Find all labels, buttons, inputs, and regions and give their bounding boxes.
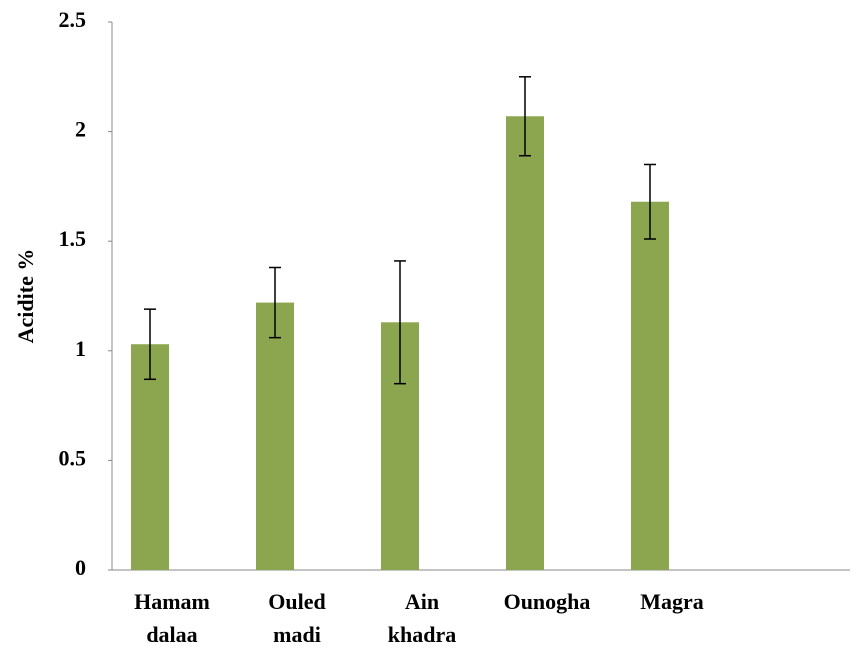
x-tick-label-line: khadra xyxy=(388,622,456,647)
x-tick-label-line: madi xyxy=(273,622,321,647)
x-tick-label-line: Hamam xyxy=(134,589,210,614)
y-tick-label: 1 xyxy=(75,336,86,361)
error-bar xyxy=(519,76,531,157)
x-tick-label: Ouled madi xyxy=(268,589,325,647)
bar xyxy=(131,344,169,570)
y-tick-label: 0 xyxy=(75,555,86,580)
bar xyxy=(506,116,544,571)
x-tick-label-line: Ounogha xyxy=(504,589,591,614)
x-tick-label-line: Ouled xyxy=(268,589,325,614)
x-tick-label: Hamam dalaa xyxy=(134,589,210,647)
y-tick-label: 2 xyxy=(75,117,86,142)
y-tick-label: 2.5 xyxy=(59,7,87,32)
x-tick-label-line: Ain xyxy=(405,589,439,614)
error-bar xyxy=(644,163,656,240)
bar xyxy=(631,201,669,570)
error-bar xyxy=(394,260,406,385)
y-axis-label: Acidite % xyxy=(13,249,38,344)
bar xyxy=(256,302,294,570)
error-bar xyxy=(269,266,281,339)
y-tick-label: 1.5 xyxy=(59,226,87,251)
error-bar xyxy=(144,308,156,381)
x-tick-label: Ain khadra xyxy=(388,589,456,647)
x-tick-label: Magra xyxy=(640,589,704,614)
x-tick-label: Ounogha xyxy=(504,589,591,614)
x-tick-label-line: Magra xyxy=(640,589,704,614)
x-tick-label-line: dalaa xyxy=(146,622,197,647)
y-tick-label: 0.5 xyxy=(59,445,87,470)
